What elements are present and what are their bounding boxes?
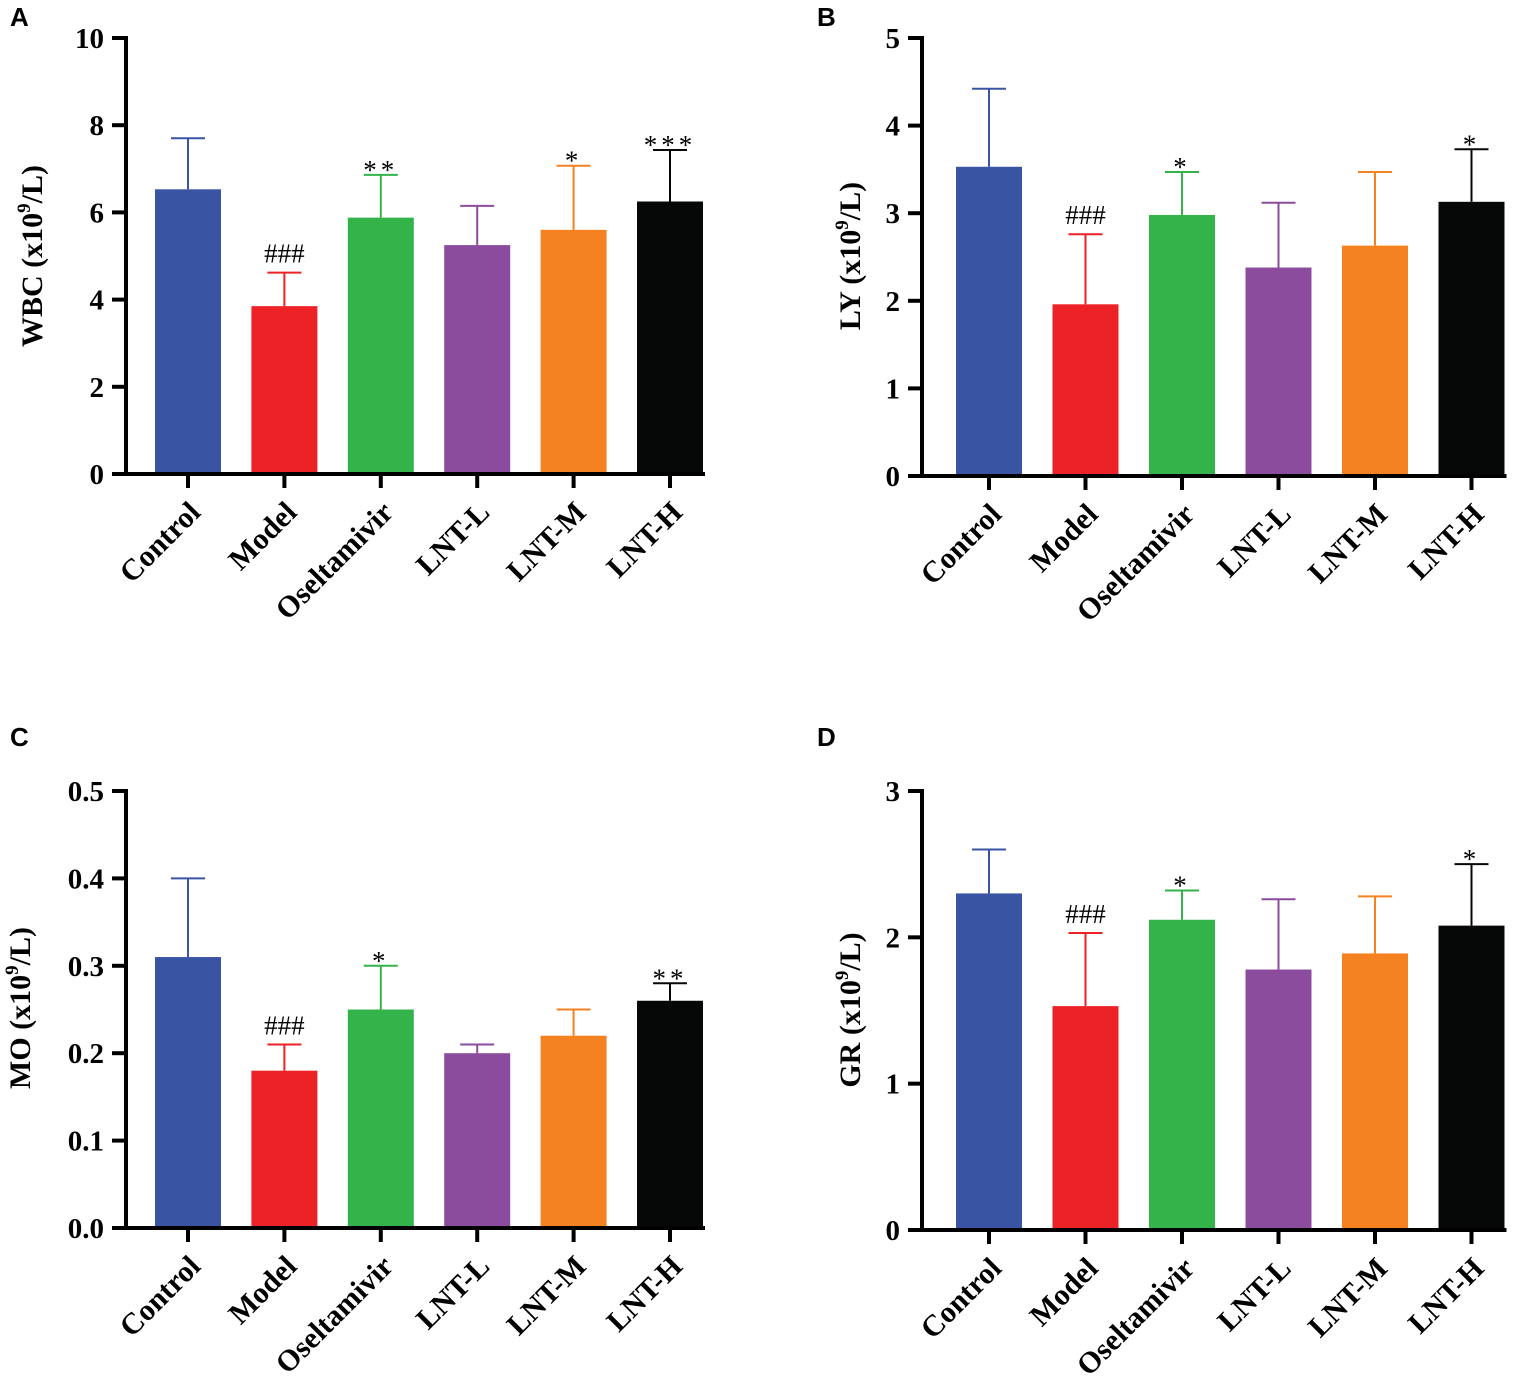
y-tick-label: 0 [90,459,105,491]
category-label: Model [222,1250,303,1331]
bar-oseltamivir [1149,214,1215,476]
significance-annotation: * [1173,152,1191,182]
significance-annotation: * [1463,844,1481,874]
bar-lnt-h [1438,925,1505,1230]
y-axis-label: GR (x109/L) [832,932,867,1087]
y-tick-label: 2 [90,372,105,404]
category-label: Model [1023,1252,1104,1333]
y-tick-label: 2 [886,286,901,318]
hash-annotation: ### [264,239,305,269]
bar-lnt-m [540,229,607,474]
bar-model [251,1070,318,1228]
category-label: Control [914,498,1008,592]
category-label: LNT-H [1402,1252,1491,1341]
panel-letter: A [10,2,29,32]
y-tick-label: 2 [886,922,901,954]
bar-oseltamivir [347,217,414,474]
category-label: LNT-M [500,496,592,588]
significance-annotation: *** [644,130,697,160]
panel-letter: D [817,722,836,752]
panel-d: DGR (x109/L)Control###Model*Oseltamivir L… [817,722,1507,1382]
category-label: Model [222,496,303,577]
category-label: LNT-M [1302,498,1394,590]
y-axis-label: MO (x109/L) [2,927,37,1089]
y-tick-label: 1 [886,1069,901,1101]
y-tick-label: 0.5 [68,776,104,808]
y-tick-label: 0 [886,1215,901,1247]
bar-lnt-l [1245,969,1312,1230]
panel-letter: C [10,722,29,752]
bar-oseltamivir [1149,919,1215,1230]
significance-annotation: ** [653,963,688,993]
category-label: LNT-L [410,1250,496,1336]
bar-control [956,893,1022,1230]
y-tick-label: 0.0 [68,1213,104,1245]
significance-annotation: * [372,946,390,976]
y-tick-label: 4 [90,285,105,317]
bar-model [251,306,318,474]
panel-c: CMO (x109/L)Control###Model*Oseltamivir L… [2,722,705,1380]
y-tick-label: 4 [886,111,901,143]
bar-model [1052,1006,1119,1230]
category-label: LNT-H [600,1250,689,1339]
y-tick-label: 0 [886,461,901,493]
bar-lnt-l [1245,267,1312,476]
panel-letter: B [817,2,836,32]
category-label: Control [914,1252,1008,1346]
panel-b: BLY (x109/L)Control###Model*Oseltamivir L… [817,2,1507,628]
bar-lnt-m [1342,953,1408,1230]
category-label: LNT-M [500,1250,592,1342]
category-label: LNT-L [1211,498,1297,584]
significance-annotation: ** [363,155,398,185]
significance-annotation: * [1463,129,1481,159]
significance-annotation: * [1173,871,1191,901]
y-tick-label: 0.2 [68,1038,104,1070]
bar-lnt-l [444,245,511,474]
y-tick-label: 5 [886,23,901,55]
bar-lnt-h [637,1000,703,1228]
y-tick-label: 0.3 [68,951,104,983]
y-tick-label: 8 [90,110,105,142]
y-tick-label: 1 [886,373,901,405]
bar-lnt-m [1342,245,1408,476]
category-label: Control [113,496,207,590]
category-label: Model [1023,498,1104,579]
bar-control [155,189,221,475]
y-tick-label: 0.1 [68,1126,104,1158]
hash-annotation: ### [264,1010,305,1040]
y-tick-label: 3 [886,198,901,230]
bar-control [155,957,221,1228]
y-tick-label: 0.4 [68,863,104,895]
category-label: LNT-L [410,496,496,582]
bar-lnt-l [444,1053,511,1228]
category-label: LNT-H [600,496,689,585]
bar-control [956,166,1022,476]
significance-annotation: * [565,146,583,176]
bar-lnt-h [1438,201,1505,476]
y-tick-label: 6 [90,197,105,229]
y-tick-label: 10 [75,23,104,55]
category-label: LNT-M [1302,1252,1394,1344]
y-axis-label: LY (x109/L) [832,182,867,330]
category-label: LNT-H [1402,498,1491,587]
bar-model [1052,304,1119,476]
y-axis-label: WBC (x109/L) [14,165,49,347]
hash-annotation: ### [1065,899,1106,929]
bar-oseltamivir [347,1009,414,1228]
y-tick-label: 3 [886,776,901,808]
bar-lnt-m [540,1035,607,1228]
category-label: LNT-L [1211,1252,1297,1338]
hash-annotation: ### [1065,200,1106,230]
category-label: Control [113,1250,207,1344]
bar-lnt-h [637,201,703,474]
